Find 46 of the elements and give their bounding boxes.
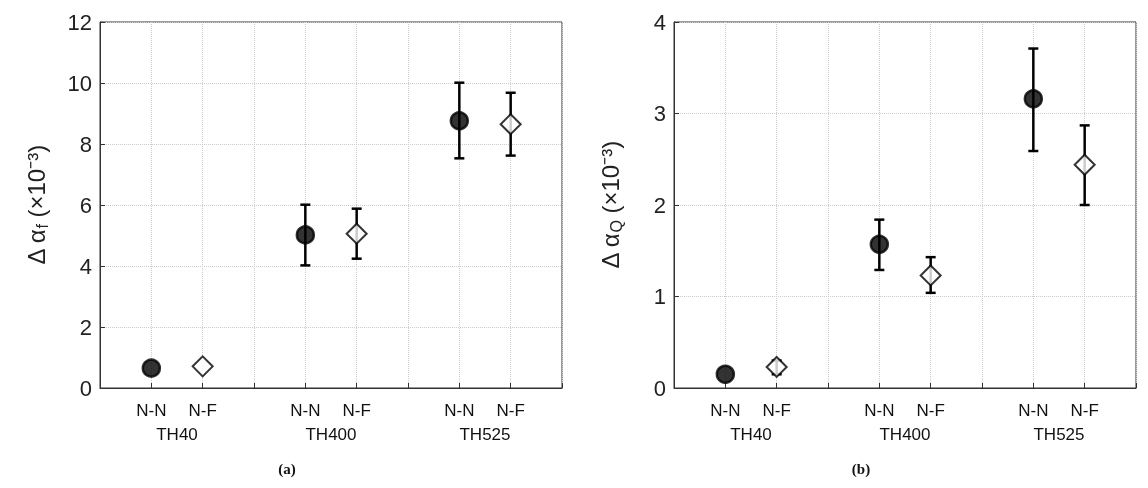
x-tick-label: N-F [188,401,217,420]
x-tick-label: N-N [710,401,741,420]
point [449,111,470,131]
x-tick-label: N-N [864,401,895,420]
x-tick-label: N-N [136,401,167,420]
text: TH525 [459,425,511,444]
y-tick-label: 4 [653,9,666,35]
x-tick-label: N-N [444,401,475,420]
x-tick-label: N-F [1070,401,1099,420]
y-tick-label: 12 [67,9,92,35]
y-tick-label: 10 [67,70,92,96]
y-axis-title: Δ αf (×10⁻³) [22,144,51,265]
x-tick-label: N-F [916,401,945,420]
y-tick-label: 4 [79,253,92,279]
x-tick-label: N-F [342,401,371,420]
y-axis-title: Δ αQ (×10⁻³) [596,140,625,269]
point [345,222,368,245]
point [499,113,522,136]
text: TH525 [1033,425,1085,444]
text: TH400 [305,425,357,444]
text: TH400 [879,425,931,444]
point [1023,89,1044,109]
point [191,355,214,378]
point [715,364,736,385]
text: TH40 [730,425,772,444]
x-tick-label: N-F [762,401,791,420]
point [869,234,890,255]
y-tick-label: 0 [653,375,666,401]
y-tick-label: 6 [79,192,92,218]
x-tick-label: N-N [290,401,321,420]
y-tick-label: 2 [79,314,92,340]
y-tick-label: 8 [79,131,92,157]
y-tick-label: 3 [653,101,666,126]
y-tick-label: 1 [653,284,666,309]
text: (a) [278,460,296,478]
x-tick-label: N-N [1018,401,1049,420]
text: (b) [851,460,871,478]
point [1073,153,1096,176]
text: TH40 [156,425,198,444]
point [765,355,788,378]
point [919,264,942,287]
x-tick-label: N-F [496,401,525,420]
y-tick-label: 2 [653,192,666,218]
point [141,358,162,378]
y-tick-label: 0 [79,375,92,401]
point [295,225,316,245]
